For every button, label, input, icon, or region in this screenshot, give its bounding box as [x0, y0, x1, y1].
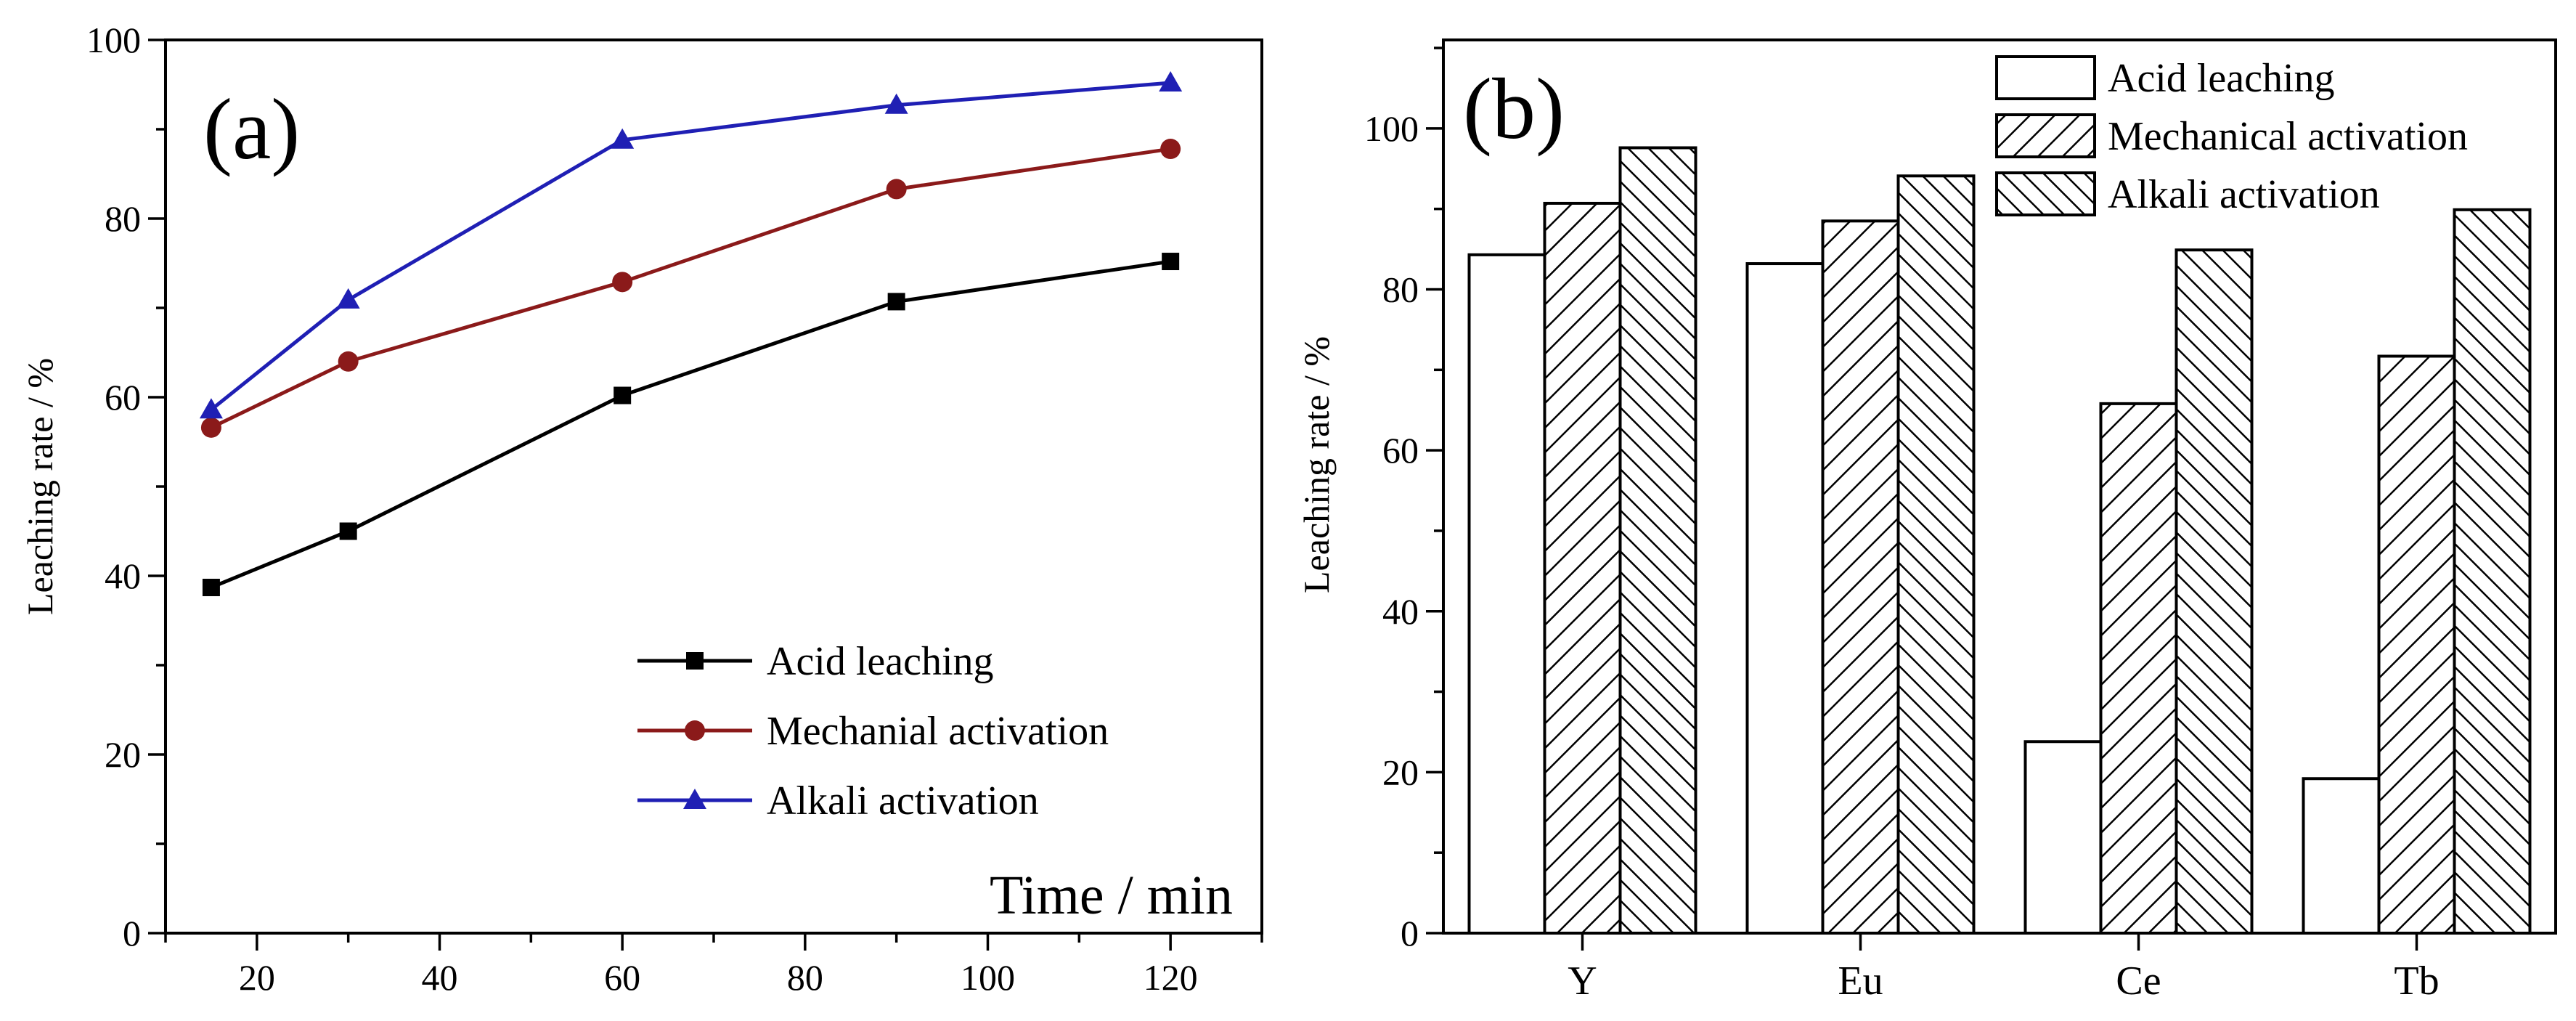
axis-ticks: 0 20 40 60 80 100 Y Eu Ce Tb	[1364, 46, 2440, 1004]
category-y	[1467, 146, 1697, 935]
x-axis-title: Time / min	[990, 865, 1233, 926]
data-point	[886, 179, 907, 200]
x-tick-label: 120	[1144, 957, 1198, 998]
y-tick-label: 0	[123, 913, 141, 953]
data-point	[884, 93, 908, 114]
legend-label: Alkali activation	[2108, 172, 2380, 217]
y-tick-label: 60	[1382, 430, 1419, 471]
data-point	[200, 417, 221, 438]
data-point	[612, 272, 633, 293]
x-category-label: Tb	[2394, 959, 2439, 1004]
legend-label: Mechanical activation	[2108, 114, 2468, 159]
data-point	[887, 293, 905, 311]
legend-label: Alkali activation	[767, 778, 1039, 823]
legend-label: Mechanial activation	[767, 709, 1109, 754]
y-tick-label: 40	[105, 556, 141, 596]
x-tick-label: 80	[787, 957, 823, 998]
bar	[1618, 146, 1697, 935]
bar-chart-panel: 0 20 40 60 80 100 Y Eu Ce Tb (b) Leaching rate / …	[1296, 38, 2557, 1004]
panel-label: (b)	[1463, 60, 1565, 157]
bar	[2377, 354, 2456, 935]
legend: Acid leaching Mechanial activation Alkali …	[637, 639, 1109, 823]
y-tick-label: 100	[86, 20, 141, 60]
axis-ticks: 20 40 60 80 100 120 0 20 40 60 80 100	[86, 20, 1263, 998]
legend-swatch	[1995, 171, 2096, 216]
bar	[2302, 777, 2381, 935]
x-category-label: Ce	[2116, 959, 2161, 1004]
y-tick-label: 40	[1382, 591, 1419, 632]
y-tick-label: 80	[105, 198, 141, 239]
panel-label: (a)	[203, 81, 300, 177]
y-tick-label: 20	[105, 734, 141, 775]
x-tick-label: 100	[961, 957, 1015, 998]
legend: Acid leaching Mechanical activation Alkali…	[1995, 55, 2468, 217]
bar	[2174, 248, 2254, 935]
bar	[1896, 174, 1976, 935]
bar	[2023, 740, 2103, 935]
bar	[1821, 219, 1900, 935]
y-tick-label: 0	[1401, 913, 1419, 953]
y-tick-label: 100	[1364, 108, 1419, 149]
bar	[1543, 201, 1622, 935]
legend-marker	[683, 789, 706, 809]
x-tick-label: 20	[239, 957, 275, 998]
legend-marker	[685, 720, 705, 741]
series-group	[199, 71, 1183, 596]
series-line	[210, 147, 1171, 430]
bars-group	[1467, 146, 2532, 935]
data-point	[336, 288, 360, 309]
data-point	[338, 351, 359, 372]
y-axis-title: Leaching rate / %	[20, 358, 60, 615]
series-mechanial-activation	[200, 139, 1181, 438]
x-category-label: Y	[1568, 959, 1597, 1004]
legend-item: Mechanical activation	[1995, 113, 2468, 159]
category-eu	[1745, 174, 1976, 935]
data-point	[614, 386, 632, 404]
legend-label: Acid leaching	[767, 639, 994, 684]
x-tick-label: 60	[604, 957, 640, 998]
line-chart-panel: 20 40 60 80 100 120 0 20 40 60 80 100 (a) Time / mi…	[20, 20, 1263, 998]
legend-label: Acid leaching	[2108, 56, 2335, 101]
x-tick-label: 40	[422, 957, 458, 998]
legend-item: Acid leaching	[637, 639, 994, 684]
legend-swatch	[1995, 55, 2096, 100]
legend-item: Alkali activation	[1995, 171, 2380, 217]
bar	[1467, 253, 1546, 935]
bar	[2099, 402, 2178, 935]
category-ce	[2023, 248, 2254, 935]
plot-area-frame	[1442, 38, 2557, 935]
x-category-label: Eu	[1838, 959, 1883, 1004]
y-tick-label: 20	[1382, 752, 1419, 792]
category-tb	[2302, 208, 2532, 935]
y-tick-label: 80	[1382, 269, 1419, 310]
data-point	[202, 578, 220, 596]
data-point	[199, 398, 223, 419]
data-point	[1159, 71, 1183, 92]
series-acid-leaching	[202, 253, 1180, 596]
legend-marker	[686, 652, 704, 670]
bar	[1745, 262, 1825, 935]
legend-item: Acid leaching	[1995, 55, 2335, 101]
data-point	[611, 128, 635, 149]
data-point	[1160, 139, 1181, 160]
legend-swatch	[1995, 113, 2096, 158]
data-point	[339, 522, 357, 540]
legend-item: Alkali activation	[637, 778, 1039, 823]
y-tick-label: 60	[105, 377, 141, 418]
y-axis-title: Leaching rate / %	[1296, 336, 1337, 593]
legend-item: Mechanial activation	[637, 709, 1109, 754]
series-alkali-activation	[199, 71, 1183, 419]
data-point	[1162, 253, 1180, 271]
bar	[2453, 208, 2532, 935]
